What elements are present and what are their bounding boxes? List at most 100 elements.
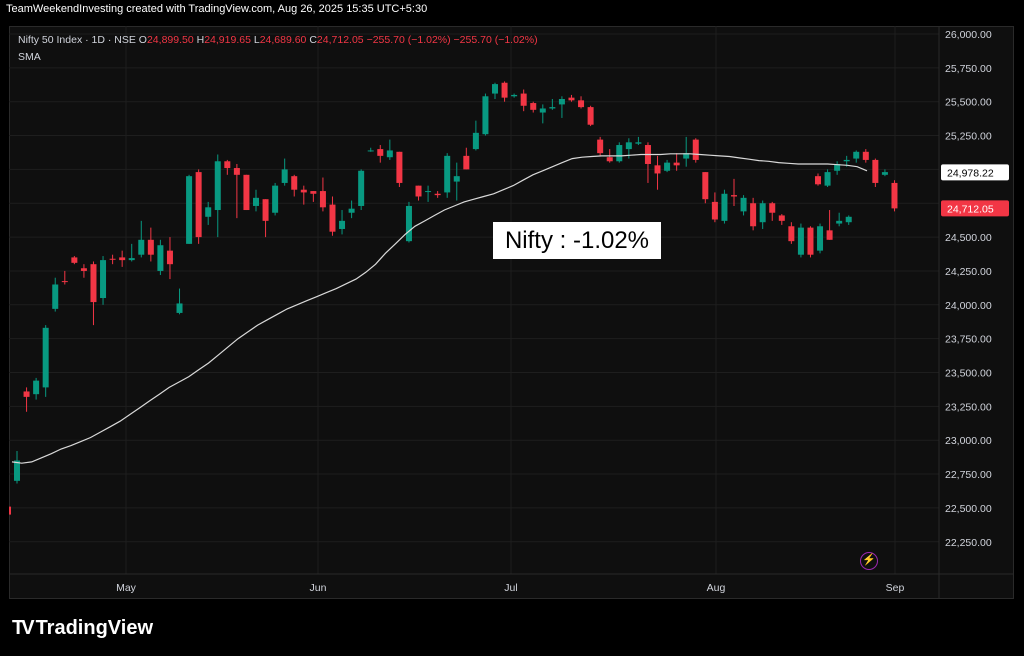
candle-body (166, 250, 173, 265)
candlestick-chart[interactable]: 26,000.0025,750.0025,500.0025,250.0025,0… (9, 26, 1014, 599)
candle-body (711, 201, 718, 220)
candle-body (358, 170, 365, 206)
candle-body (224, 161, 231, 169)
tradingview-logo: TV TradingView (12, 617, 153, 640)
y-tick-label: 23,500.00 (945, 368, 992, 380)
candle-body (90, 264, 97, 303)
candle-body (702, 172, 709, 200)
candle-body (33, 380, 40, 395)
candle-body (788, 226, 795, 242)
candle-body (138, 239, 145, 255)
sma-indicator-label[interactable]: SMA (18, 51, 41, 63)
y-tick-label: 22,500.00 (945, 503, 992, 515)
candle-body (482, 96, 489, 135)
last-price-label-box (941, 200, 1009, 217)
candle-body (52, 284, 59, 309)
candle-body (453, 176, 460, 182)
candle-body (606, 157, 613, 162)
candle-body (119, 257, 126, 261)
candle-body (683, 153, 690, 159)
candle-body (862, 151, 869, 160)
candle-body (444, 155, 451, 193)
candle-body (243, 174, 250, 211)
candle-body (568, 97, 575, 101)
y-tick-label: 25,250.00 (945, 131, 992, 143)
candle-body (881, 172, 888, 175)
symbol-name: Nifty 50 Index · 1D · NSE (18, 34, 136, 46)
close-label: C (309, 34, 317, 46)
candle-body (71, 257, 78, 263)
y-tick-label: 26,000.00 (945, 29, 992, 41)
candle-body (558, 98, 565, 105)
candle-body (157, 245, 164, 271)
candle-body (310, 191, 317, 194)
x-tick-label: Jun (310, 582, 327, 594)
candle-body (396, 151, 403, 183)
candle-body (750, 203, 757, 227)
candle-body (176, 303, 183, 313)
candle-body (339, 220, 346, 229)
candle-body (843, 159, 850, 162)
candle-body (472, 132, 479, 150)
candle-body (425, 191, 432, 193)
candle-body (205, 207, 212, 217)
candle-body (405, 205, 412, 242)
symbol-legend: Nifty 50 Index · 1D · NSE O24,899.50 H24… (18, 34, 538, 46)
y-tick-label: 25,500.00 (945, 97, 992, 109)
candle-body (415, 185, 422, 197)
open-label: O (138, 34, 147, 46)
candle-body (769, 203, 776, 213)
candle-body (654, 165, 661, 174)
candle-body (597, 139, 604, 154)
candle-body (434, 193, 441, 196)
candle-body (549, 107, 556, 109)
candle-body (109, 258, 116, 260)
candle-body (463, 155, 470, 170)
close-value: 24,712.05 (316, 34, 364, 46)
sma-price-label-box (941, 164, 1009, 181)
y-tick-label: 23,250.00 (945, 401, 992, 413)
sma-line (11, 153, 868, 464)
candle-body (281, 169, 288, 183)
candle-body (61, 281, 68, 283)
candle-body (625, 142, 632, 150)
high-value: 24,919.65 (204, 34, 251, 46)
candle-body (692, 139, 699, 160)
candle-body (14, 460, 20, 481)
annotation-box: Nifty : -1.02% (493, 222, 661, 259)
candle-body (664, 162, 671, 171)
candle-body (23, 391, 30, 397)
candle-body (807, 227, 814, 255)
candle-body (377, 149, 384, 156)
candle-body (147, 239, 154, 255)
candle-body (834, 163, 841, 171)
candle-body (100, 260, 107, 299)
candle-body (492, 84, 498, 94)
candle-body (253, 197, 259, 206)
x-tick-label: May (116, 582, 137, 594)
candle-body (673, 162, 680, 166)
low-value: 24,689.60 (259, 34, 307, 46)
candle-body (845, 216, 852, 223)
y-tick-label: 23,000.00 (945, 435, 992, 447)
candle-body (386, 150, 393, 158)
last-price-label: 24,712.05 (947, 203, 994, 215)
lightning-icon[interactable]: ⚡ (860, 552, 878, 570)
y-tick-label: 24,250.00 (945, 266, 992, 278)
candle-body (587, 107, 594, 125)
candle-body (128, 258, 135, 261)
candle-body (319, 191, 326, 208)
sma-price-label: 24,978.22 (947, 167, 994, 179)
x-tick-label: Sep (886, 582, 905, 594)
candle-body (824, 172, 831, 186)
candle-body (731, 195, 737, 197)
y-tick-label: 24,500.00 (945, 232, 992, 244)
y-tick-label: 24,000.00 (945, 300, 992, 312)
candle-body (262, 199, 269, 221)
candle-body (42, 327, 49, 388)
change-value: −255.70 (−1.02%) (366, 34, 451, 46)
candle-body (300, 189, 307, 193)
candle-body (291, 176, 298, 190)
x-tick-label: Jul (504, 582, 517, 594)
brand-name: TradingView (35, 617, 154, 639)
